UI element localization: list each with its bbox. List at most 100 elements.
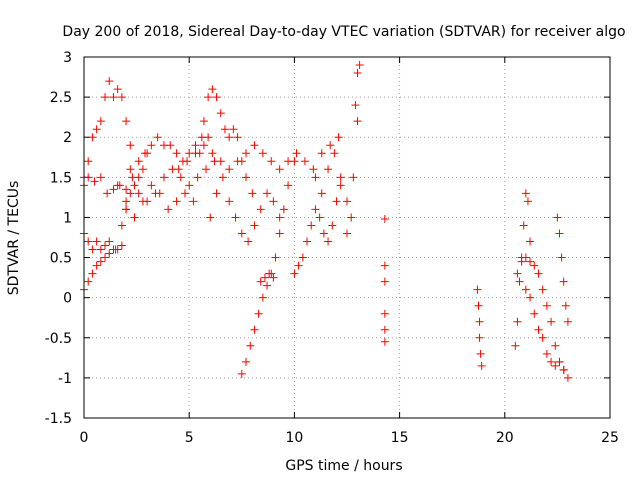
data-point <box>220 125 229 134</box>
data-point <box>292 149 301 158</box>
data-point <box>109 185 118 194</box>
data-point <box>330 149 339 158</box>
data-point <box>256 205 265 214</box>
data-point <box>275 165 284 174</box>
data-point <box>521 253 530 262</box>
series-arc-c <box>80 241 126 294</box>
data-point <box>530 309 539 318</box>
data-point <box>130 213 139 222</box>
data-point <box>547 317 556 326</box>
data-point <box>134 157 143 166</box>
data-point <box>84 157 93 166</box>
data-point <box>355 61 364 70</box>
data-point <box>343 197 351 206</box>
x-axis-title: GPS time / hours <box>285 458 402 474</box>
x-tick-label: 10 <box>285 430 303 446</box>
data-point <box>176 173 185 182</box>
data-point <box>260 273 269 282</box>
data-point <box>117 93 126 102</box>
data-point <box>248 189 257 198</box>
series-arc-q <box>473 285 486 370</box>
series-arc-u <box>553 213 572 326</box>
data-point <box>513 269 522 278</box>
data-point <box>294 261 303 270</box>
grid <box>84 57 610 418</box>
data-point <box>117 241 126 250</box>
y-tick-label: 2 <box>63 130 72 146</box>
data-point <box>229 125 238 134</box>
x-tick-label: 0 <box>80 430 89 446</box>
data-point <box>380 325 389 334</box>
data-point <box>351 101 360 110</box>
data-point <box>315 213 324 222</box>
series-arc-o <box>343 61 364 238</box>
data-point <box>542 301 551 310</box>
data-point <box>336 173 345 182</box>
data-point <box>380 309 389 318</box>
data-point <box>141 149 150 158</box>
data-point <box>242 149 251 158</box>
data-point <box>559 365 568 374</box>
data-point <box>134 189 143 198</box>
data-point <box>475 317 484 326</box>
data-point <box>216 157 225 166</box>
data-point <box>151 189 160 198</box>
y-tick-label: 2.5 <box>50 90 72 106</box>
data-point <box>547 357 556 366</box>
data-point <box>290 269 299 278</box>
data-point <box>96 245 105 254</box>
data-point <box>242 357 251 366</box>
data-point <box>204 133 213 142</box>
data-point <box>559 277 568 286</box>
data-point <box>122 117 131 126</box>
data-point <box>208 85 217 94</box>
data-point <box>353 69 362 78</box>
data-point <box>555 229 564 238</box>
data-point <box>96 173 105 182</box>
data-point <box>263 189 272 198</box>
data-point <box>311 173 320 182</box>
data-point <box>96 257 105 266</box>
data-point <box>208 149 217 158</box>
plot-frame <box>83 56 611 419</box>
data-point <box>279 205 288 214</box>
data-point <box>109 93 118 102</box>
data-point <box>103 189 112 198</box>
data-point <box>193 173 202 182</box>
data-point <box>189 197 198 206</box>
data-point <box>88 133 97 142</box>
data-point <box>250 141 259 150</box>
data-point <box>166 141 175 150</box>
data-point <box>563 317 572 326</box>
data-point <box>269 273 278 282</box>
data-point <box>250 325 259 334</box>
data-point <box>242 173 251 182</box>
data-point <box>269 197 278 206</box>
data-point <box>122 205 131 214</box>
data-point <box>380 337 389 346</box>
data-point <box>311 205 320 214</box>
data-point <box>191 141 200 150</box>
series-arc-j <box>206 173 284 246</box>
data-point <box>147 181 156 190</box>
data-point <box>380 215 389 224</box>
data-point <box>90 177 99 186</box>
data-point <box>237 369 246 378</box>
data-point <box>474 301 483 310</box>
data-point <box>143 197 152 206</box>
data-point <box>212 93 221 102</box>
data-point <box>521 189 530 198</box>
data-point <box>199 117 208 126</box>
data-point <box>256 277 265 286</box>
data-point <box>557 253 566 262</box>
data-point <box>534 269 543 278</box>
data-point <box>538 285 547 294</box>
data-point <box>551 361 560 370</box>
series-arc-i <box>174 133 343 174</box>
data-point <box>317 149 326 158</box>
data-point <box>117 221 126 230</box>
chart-title: Day 200 of 2018, Sidereal Day-to-day VTE… <box>62 24 625 40</box>
data-point <box>126 165 135 174</box>
data-point <box>343 229 351 238</box>
